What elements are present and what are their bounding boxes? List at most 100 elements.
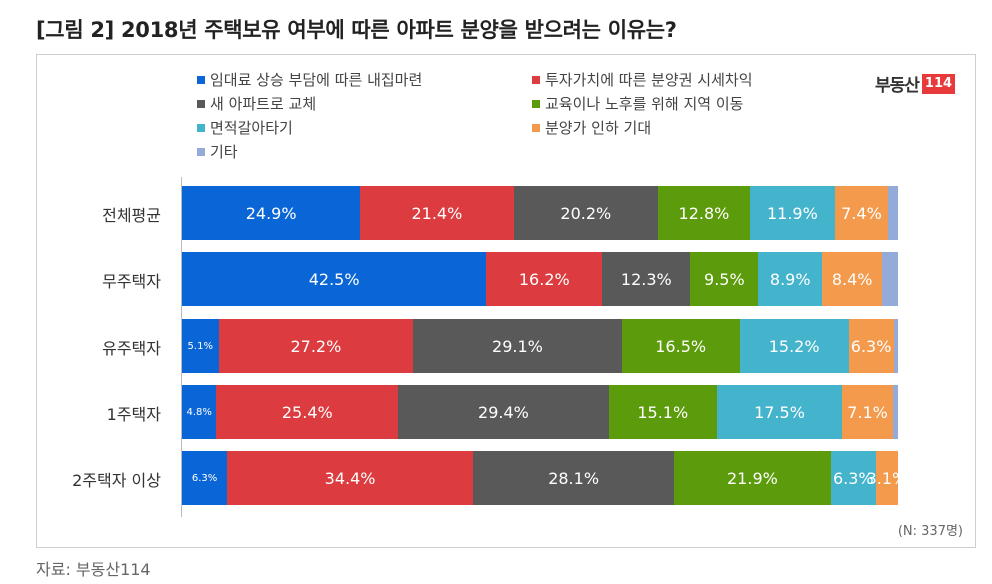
bar-segment: 21.9% (674, 451, 831, 505)
bar-segment: 16.2% (486, 252, 603, 306)
bar-segment: 12.8% (658, 186, 750, 240)
data-label: 9.5% (704, 269, 745, 289)
data-label: 16.5% (655, 336, 707, 356)
legend-swatch (532, 99, 540, 108)
legend-item: 임대료 상승 부담에 따른 내집마련 (197, 69, 422, 90)
category-label: 1주택자 (106, 405, 161, 424)
bar-segment (893, 319, 898, 373)
data-label: 17.5% (754, 402, 805, 422)
chart-title: [그림 2] 2018년 주택보유 여부에 따른 아파트 분양을 받으려는 이유… (36, 18, 677, 42)
bar-segment: 15.1% (608, 385, 717, 439)
bar-segment: 12.3% (602, 252, 691, 306)
legend-label: 면적갈아타기 (210, 119, 293, 137)
category-label: 전체평균 (102, 206, 161, 225)
data-label: 5.1% (187, 340, 213, 352)
data-label: 20.2% (560, 203, 612, 223)
legend-label: 투자가치에 따른 분양권 시세차익 (545, 71, 753, 89)
legend-item: 면적갈아타기 (197, 117, 293, 138)
data-label: 21.4% (411, 203, 463, 223)
legend-item: 교육이나 노후를 위해 지역 이동 (532, 93, 743, 114)
bar-segment: 29.1% (413, 319, 622, 373)
legend-item: 기타 (197, 141, 238, 162)
legend-item: 새 아파트로 교체 (197, 93, 316, 114)
legend-item: 분양가 인하 기대 (532, 117, 651, 138)
bar-segment: 6.3% (182, 451, 228, 505)
data-label: 7.4% (841, 203, 882, 223)
bar-segment: 15.2% (739, 319, 849, 373)
stacked-bar: 6.3% 34.4% 28.1% 21.9% 6.3% 3.1% (182, 451, 907, 505)
legend-swatch (197, 99, 205, 108)
data-label: 27.2% (290, 336, 342, 356)
bar-segment: 42.5% (182, 252, 487, 306)
bar-segment: 5.1% (182, 319, 219, 373)
data-label: 29.1% (492, 336, 543, 356)
bar-segment: 6.3% (830, 451, 876, 505)
bar-segment: 8.4% (822, 252, 883, 306)
legend-label: 분양가 인하 기대 (545, 119, 652, 137)
stacked-bar: 42.5% 16.2% 12.3% 9.5% 8.9% 8.4% (182, 252, 898, 306)
data-label: 12.8% (678, 203, 730, 223)
legend-swatch (197, 123, 205, 132)
source-note: 자료: 부동산114 (36, 560, 151, 579)
data-label: 7.1% (847, 402, 888, 422)
legend-swatch (197, 147, 205, 156)
stacked-bar: 4.8% 25.4% 29.4% 15.1% 17.5% 7.1% (182, 385, 898, 439)
bar-segment: 25.4% (216, 385, 399, 439)
data-label: 34.4% (324, 468, 376, 488)
stacked-bar: 24.9% 21.4% 20.2% 12.8% 11.9% 7.4% (182, 186, 898, 240)
bar-segment: 16.5% (621, 319, 740, 373)
category-label: 유주택자 (102, 339, 161, 358)
data-label: 6.3% (191, 472, 218, 484)
bar-segment: 29.4% (398, 385, 609, 439)
bar-segment: 28.1% (473, 451, 675, 505)
data-label: 21.9% (727, 468, 778, 488)
bar-segment: 21.4% (360, 186, 514, 240)
bar-segment: 7.1% (842, 385, 893, 439)
data-label: 4.8% (186, 406, 212, 418)
legend-swatch (532, 75, 540, 84)
bar-segment: 8.9% (758, 252, 823, 306)
bar-segment: 3.1% (867, 451, 907, 505)
logo-text: 부동산 (875, 76, 920, 96)
data-label: 15.2% (768, 336, 820, 356)
data-label: 3.1% (866, 468, 908, 488)
bar-segment: 9.5% (690, 252, 759, 306)
bar-segment: 7.4% (834, 186, 888, 240)
bar-segment (892, 385, 898, 439)
data-label: 6.3% (850, 336, 892, 356)
bar-segment: 4.8% (182, 385, 217, 439)
legend-label: 교육이나 노후를 위해 지역 이동 (545, 95, 744, 113)
bar-segment (887, 186, 898, 240)
bar-segment: 24.9% (182, 186, 361, 240)
category-label: 무주택자 (102, 272, 161, 291)
stacked-bar: 5.1% 27.2% 29.1% 16.5% 15.2% 6.3% (182, 319, 898, 373)
bar-segment: 27.2% (218, 319, 414, 373)
data-label: 16.2% (518, 269, 570, 289)
legend-label: 기타 (210, 143, 238, 161)
data-label: 24.9% (245, 203, 297, 223)
bar-segment: 34.4% (227, 451, 474, 505)
legend-label: 새 아파트로 교체 (210, 95, 317, 113)
bar-segment: 17.5% (716, 385, 843, 439)
sample-size-note: (N: 337명) (897, 524, 963, 539)
category-axis-line (181, 177, 182, 517)
data-label: 12.3% (620, 269, 672, 289)
category-label: 2주택자 이상 (72, 471, 161, 490)
bar-segment (882, 252, 898, 306)
data-label: 8.9% (769, 269, 811, 289)
legend-swatch (532, 123, 540, 132)
data-label: 42.5% (308, 269, 360, 289)
legend-item: 투자가치에 따른 분양권 시세차익 (532, 69, 753, 90)
bar-segment: 6.3% (848, 319, 894, 373)
data-label: 15.1% (637, 402, 689, 422)
bar-segment: 20.2% (513, 186, 659, 240)
brand-logo: 부동산 114 (875, 71, 956, 96)
data-label: 28.1% (548, 468, 600, 488)
data-label: 8.4% (831, 269, 873, 289)
data-label: 25.4% (281, 402, 333, 422)
legend-label: 임대료 상승 부담에 따른 내집마련 (210, 71, 423, 89)
legend-swatch (197, 75, 205, 84)
data-label: 11.9% (766, 203, 818, 223)
data-label: 6.3% (832, 468, 874, 488)
